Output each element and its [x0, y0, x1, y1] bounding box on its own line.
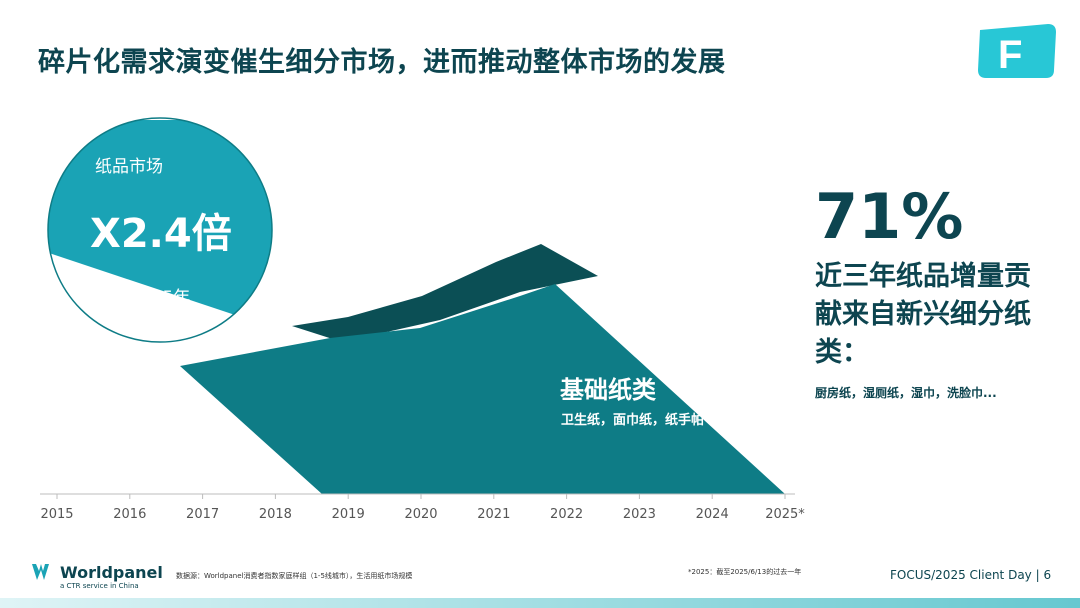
callout-value: X2.4倍	[90, 211, 232, 257]
data-source: 数据源：Worldpanel消费者指数家庭样组（1-5线城市），生活用纸市场规模	[176, 572, 413, 580]
x-tick-label: 2016	[113, 507, 146, 522]
basic-paper-label: 基础纸类	[560, 376, 657, 404]
brand-name: Worldpanel	[60, 563, 163, 582]
footnote: *2025：截至2025/6/13的过去一年	[688, 568, 802, 576]
callout-bottom-text: 2015年	[130, 288, 190, 308]
x-tick-label: 2018	[259, 507, 292, 522]
emerging-categories: 厨房纸，湿厕纸，湿巾，洗脸巾...	[815, 386, 997, 400]
brand-tagline: a CTR service in China	[60, 582, 139, 590]
logo-letter: F	[998, 33, 1022, 77]
emerging-category-area	[292, 244, 598, 342]
x-tick-label: 2015	[40, 507, 73, 522]
x-tick-label: 2021	[477, 507, 510, 522]
x-tick-label: 2025*	[765, 507, 805, 522]
increment-percent: 71%	[815, 180, 964, 253]
x-tick-label: 2020	[404, 507, 437, 522]
worldpanel-logo-icon	[32, 564, 49, 580]
x-tick-label: 2019	[332, 507, 365, 522]
basic-paper-area	[180, 284, 785, 494]
x-tick-label: 2023	[623, 507, 656, 522]
growth-callout: 纸品市场 X2.4倍 2015年	[47, 117, 273, 343]
increment-headline: 近三年纸品增量贡献来自新兴细分纸类：	[815, 261, 1031, 368]
x-tick-label: 2022	[550, 507, 583, 522]
basic-paper-sublabel: 卫生纸，面巾纸，纸手帕	[561, 412, 704, 428]
focus-logo-icon: F	[978, 24, 1056, 78]
x-tick-label: 2017	[186, 507, 219, 522]
page-title: 碎片化需求演变催生细分市场，进而推动整体市场的发展	[38, 47, 726, 78]
x-tick-label: 2024	[696, 507, 729, 522]
callout-top-text: 纸品市场	[95, 157, 163, 177]
page-number: FOCUS/2025 Client Day | 6	[890, 568, 1052, 582]
bottom-band	[0, 598, 1080, 608]
